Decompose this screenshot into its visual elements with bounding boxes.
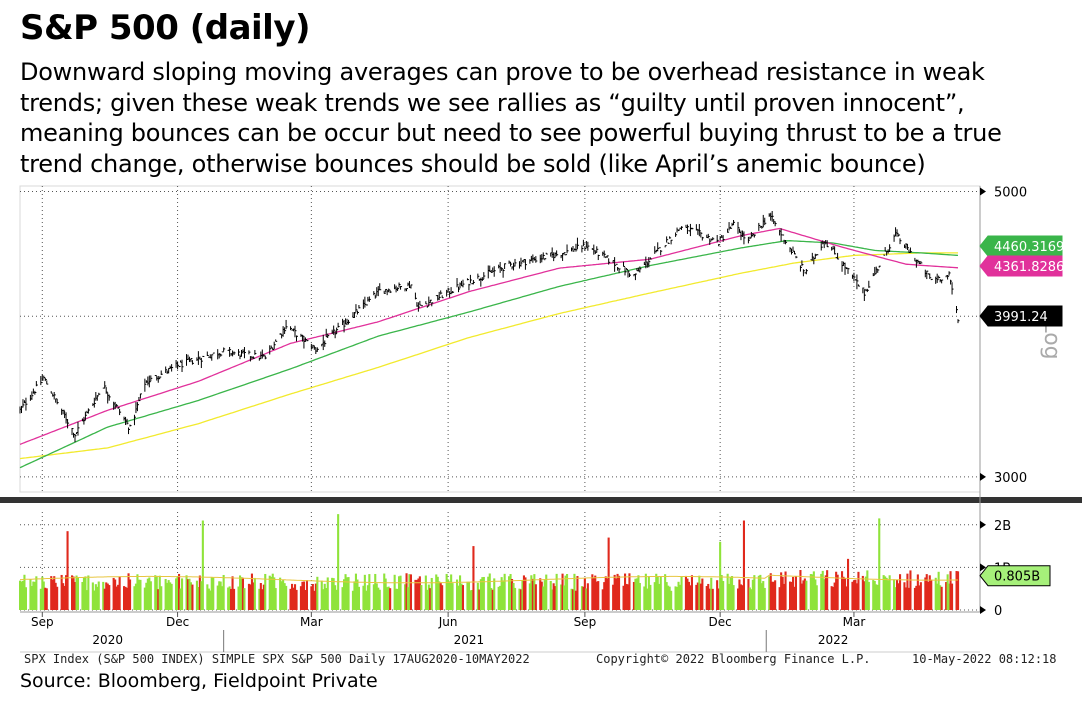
log-scale-label: Log [1039,320,1064,359]
year-label: 2021 [454,633,485,647]
chart-title: S&P 500 (daily) [20,8,311,48]
timestamp-text: 10-May-2022 08:12:18 [912,652,1057,666]
y-tick-marker [980,472,986,481]
value-tag-label: 4361.8286 [994,260,1064,275]
ma50-value-tag: 4361.8286 [979,255,1064,277]
price-tick-label: 5000 [994,186,1027,201]
volume-tick-label: 2B [994,519,1011,534]
security-description: SPX Index (S&P 500 INDEX) SIMPLE SPX S&P… [24,652,530,666]
y-tick-marker [980,187,986,196]
x-tick-label: Dec [709,615,732,629]
volume-tick-label: 0 [994,604,1002,619]
panel-divider [0,497,1082,503]
ma-line-50-day-ma [19,227,959,446]
volume-tick-marker [980,520,986,529]
price-panel-frame [19,185,981,493]
ma-line-200-day-ma [19,252,958,460]
volume-average-line [20,574,958,584]
volume-tick-marker [980,606,986,614]
source-note: Source: Bloomberg, Fieldpoint Private [20,670,378,692]
x-tick-label: Jun [438,615,458,629]
value-tag-label: 4460.3169 [994,240,1064,255]
ma-line-100-day-ma [19,240,959,469]
x-tick-label: Sep [31,615,54,629]
x-tick-label: Mar [300,615,323,629]
last-price-tag: 3991.24 [979,305,1063,327]
chart-info-bar: SPX Index (S&P 500 INDEX) SIMPLE SPX S&P… [24,652,1064,668]
value-tag-label: 3991.24 [994,310,1048,325]
volume-value-tag: 0.805B [979,565,1051,587]
volume-bars [19,514,960,610]
price-bars [19,211,960,443]
year-label: 2022 [818,633,849,647]
ma100-value-tag: 4460.3169 [979,235,1064,257]
x-tick-label: Mar [843,615,866,629]
x-tick-label: Sep [574,615,597,629]
volume-tag-label: 0.805B [994,570,1040,585]
year-label: 2020 [92,633,123,647]
volume-tick-marker [980,563,986,572]
x-tick-label: Dec [166,615,189,629]
price-tick-label: 3000 [994,471,1027,486]
copyright-text: Copyright© 2022 Bloomberg Finance L.P. [596,652,871,666]
chart-subtitle: Downward sloping moving averages can pro… [20,58,1002,178]
